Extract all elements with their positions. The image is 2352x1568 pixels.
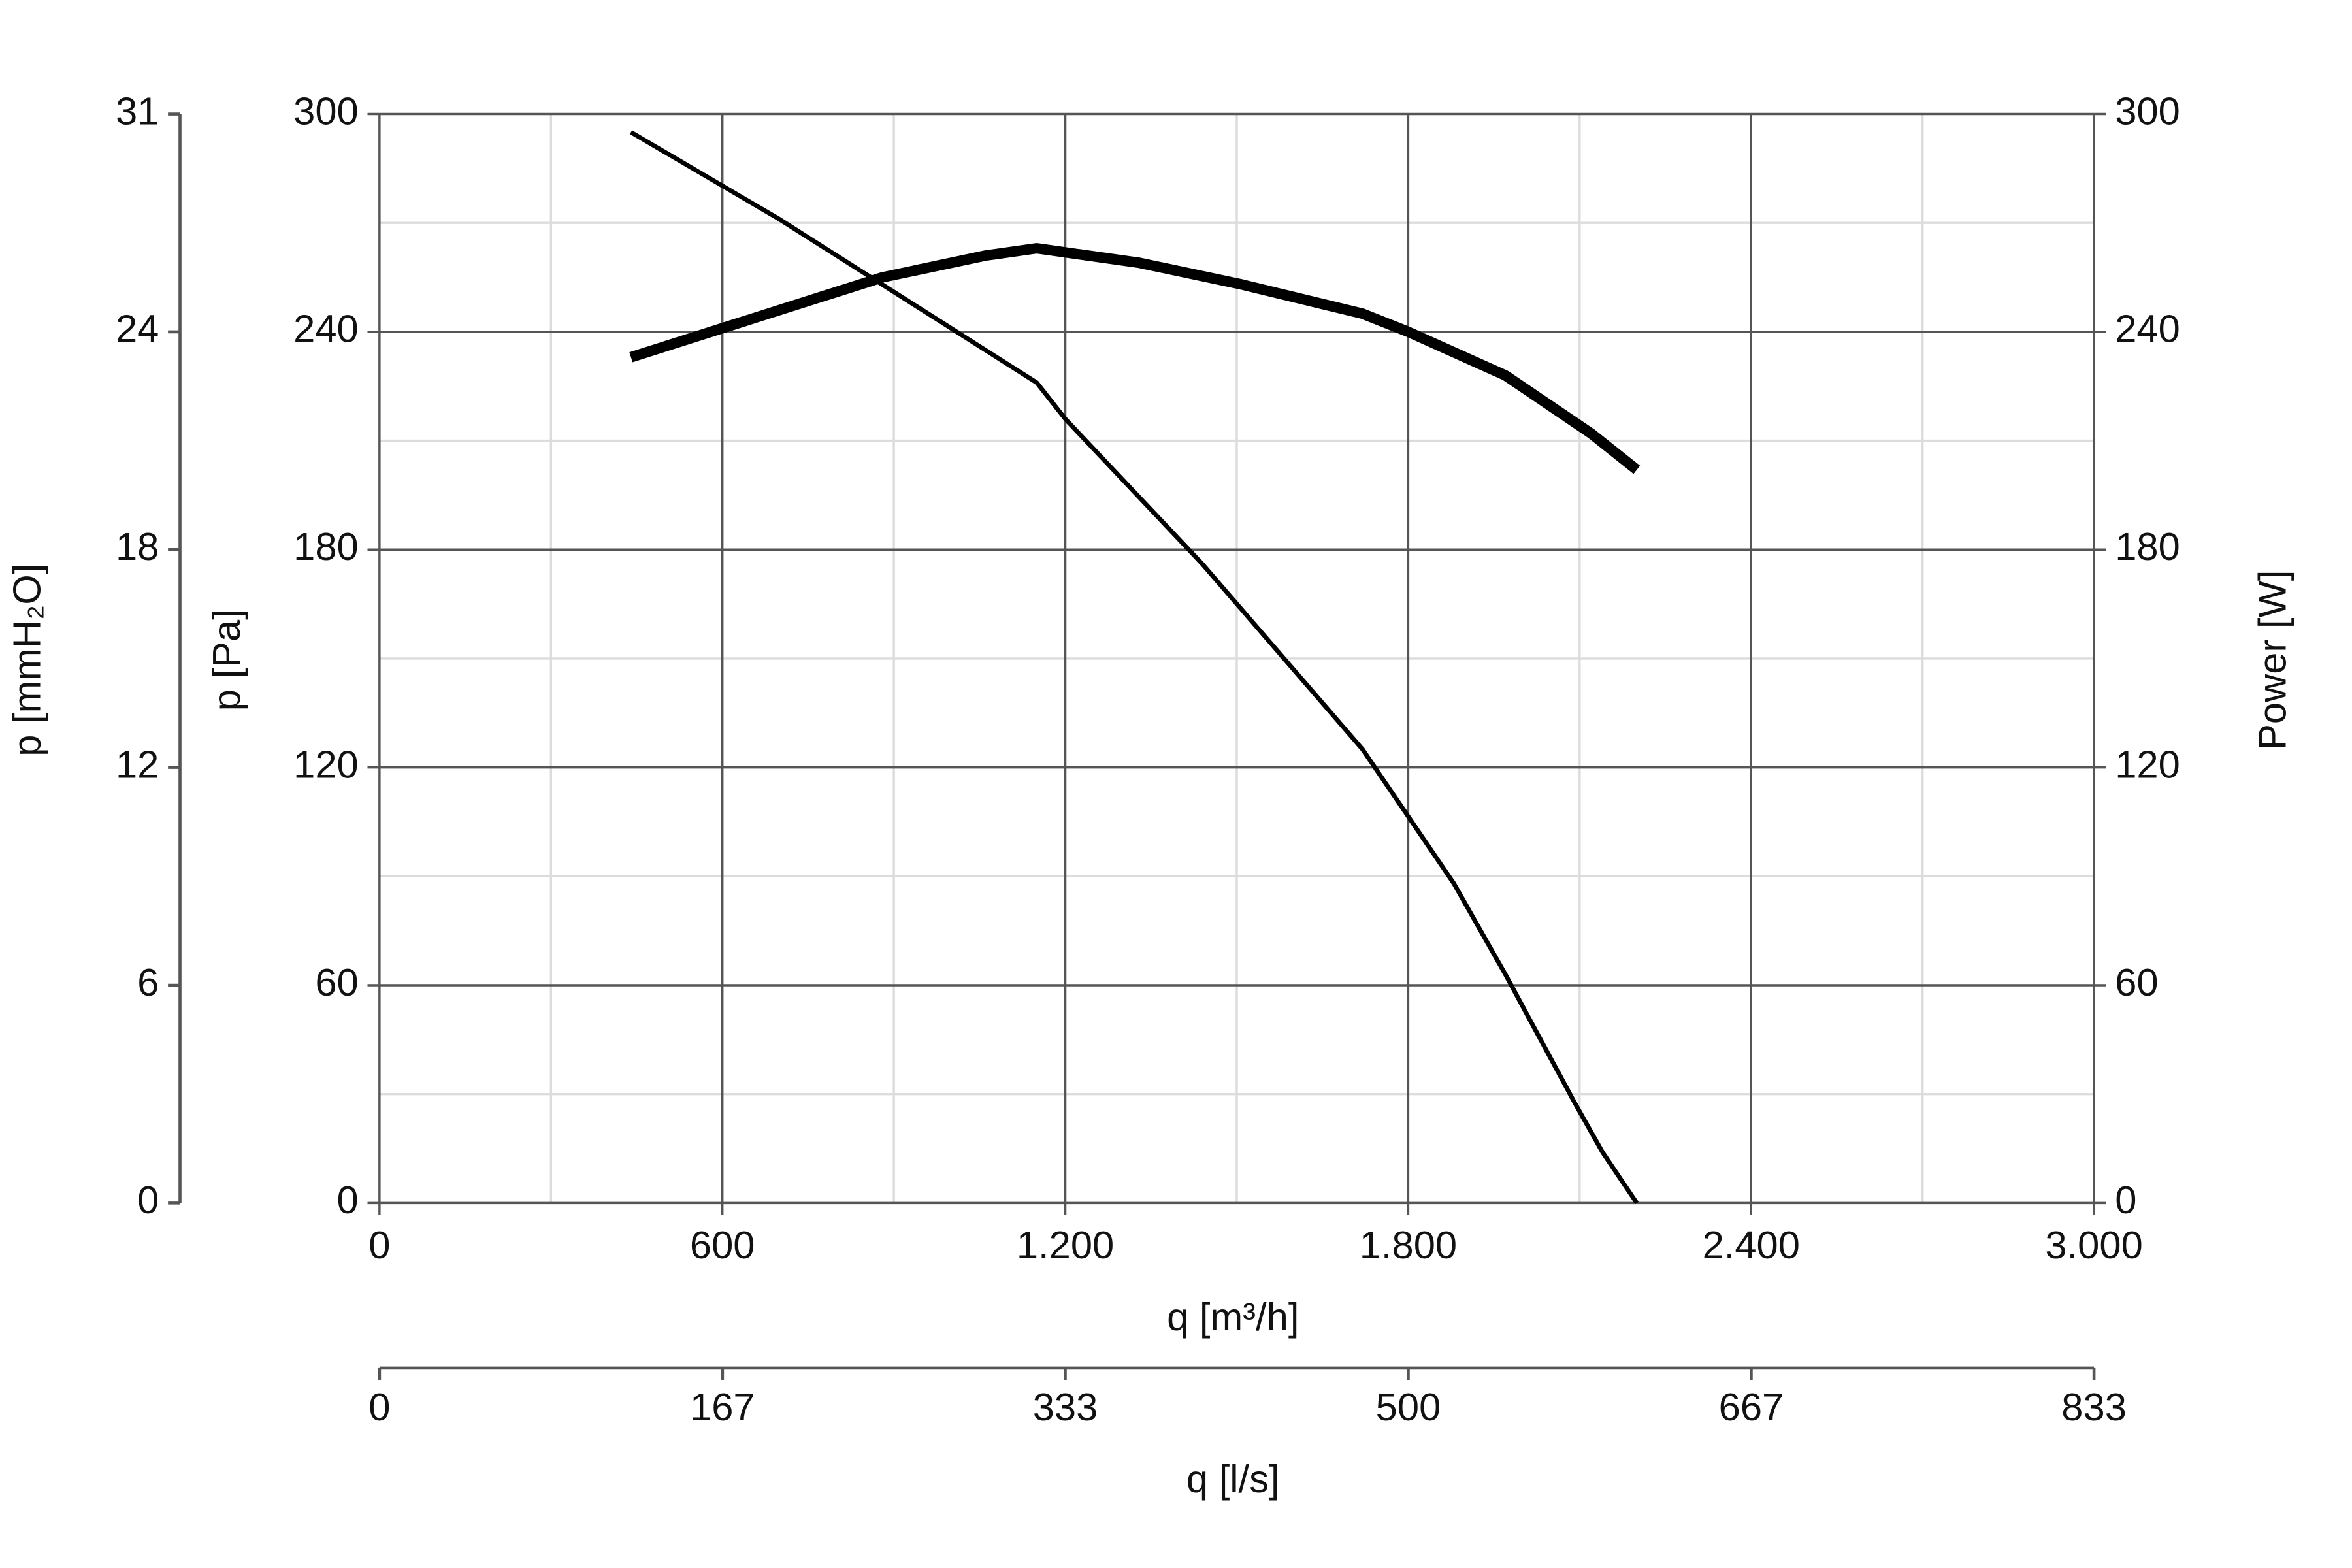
y3-axis-title: p [mmH₂O]: [5, 564, 49, 757]
curve: [629, 243, 1641, 474]
x2-tick-label: 333: [1033, 1385, 1098, 1429]
x2-tick-label: 167: [690, 1385, 755, 1429]
x-tick-label: 2.400: [1703, 1223, 1800, 1267]
y-tick-label: 300: [293, 89, 359, 133]
y2-tick-label: 240: [2115, 307, 2180, 351]
y2-tick-label: 0: [2115, 1178, 2136, 1222]
y3-tick-label: 12: [116, 742, 159, 786]
y2-tick-label: 60: [2115, 960, 2158, 1004]
x-tick-label: 3.000: [2045, 1223, 2142, 1267]
y3-tick-label: 0: [137, 1178, 159, 1222]
x-tick-label: 0: [368, 1223, 390, 1267]
y3-tick-label: 18: [116, 525, 159, 568]
y-tick-label: 240: [293, 307, 359, 351]
y3-tick-label: 31: [116, 89, 159, 133]
x2-tick-label: 833: [2061, 1385, 2127, 1429]
x-tick-label: 1.800: [1360, 1223, 1457, 1267]
x2-tick-label: 0: [368, 1385, 390, 1429]
y3-tick-label: 24: [116, 307, 159, 351]
y-tick-label: 0: [337, 1178, 359, 1222]
x-axis-title: q [m³/h]: [1167, 1295, 1299, 1339]
x2-tick-label: 667: [1719, 1385, 1784, 1429]
y-axis-title: p [Pa]: [204, 609, 248, 711]
curve: [630, 130, 1639, 1205]
y2-tick-label: 120: [2115, 742, 2180, 786]
y2-tick-label: 180: [2115, 525, 2180, 568]
y2-tick-label: 300: [2115, 89, 2180, 133]
y-tick-label: 60: [315, 960, 358, 1004]
x-tick-label: 1.200: [1017, 1223, 1114, 1267]
x2-tick-label: 500: [1376, 1385, 1441, 1429]
y-tick-label: 180: [293, 525, 359, 568]
y-tick-label: 120: [293, 742, 359, 786]
x-tick-label: 600: [690, 1223, 755, 1267]
y2-axis-title: Power [W]: [2251, 570, 2295, 750]
x2-axis-title: q [l/s]: [1186, 1457, 1280, 1501]
y3-tick-label: 6: [137, 960, 159, 1004]
